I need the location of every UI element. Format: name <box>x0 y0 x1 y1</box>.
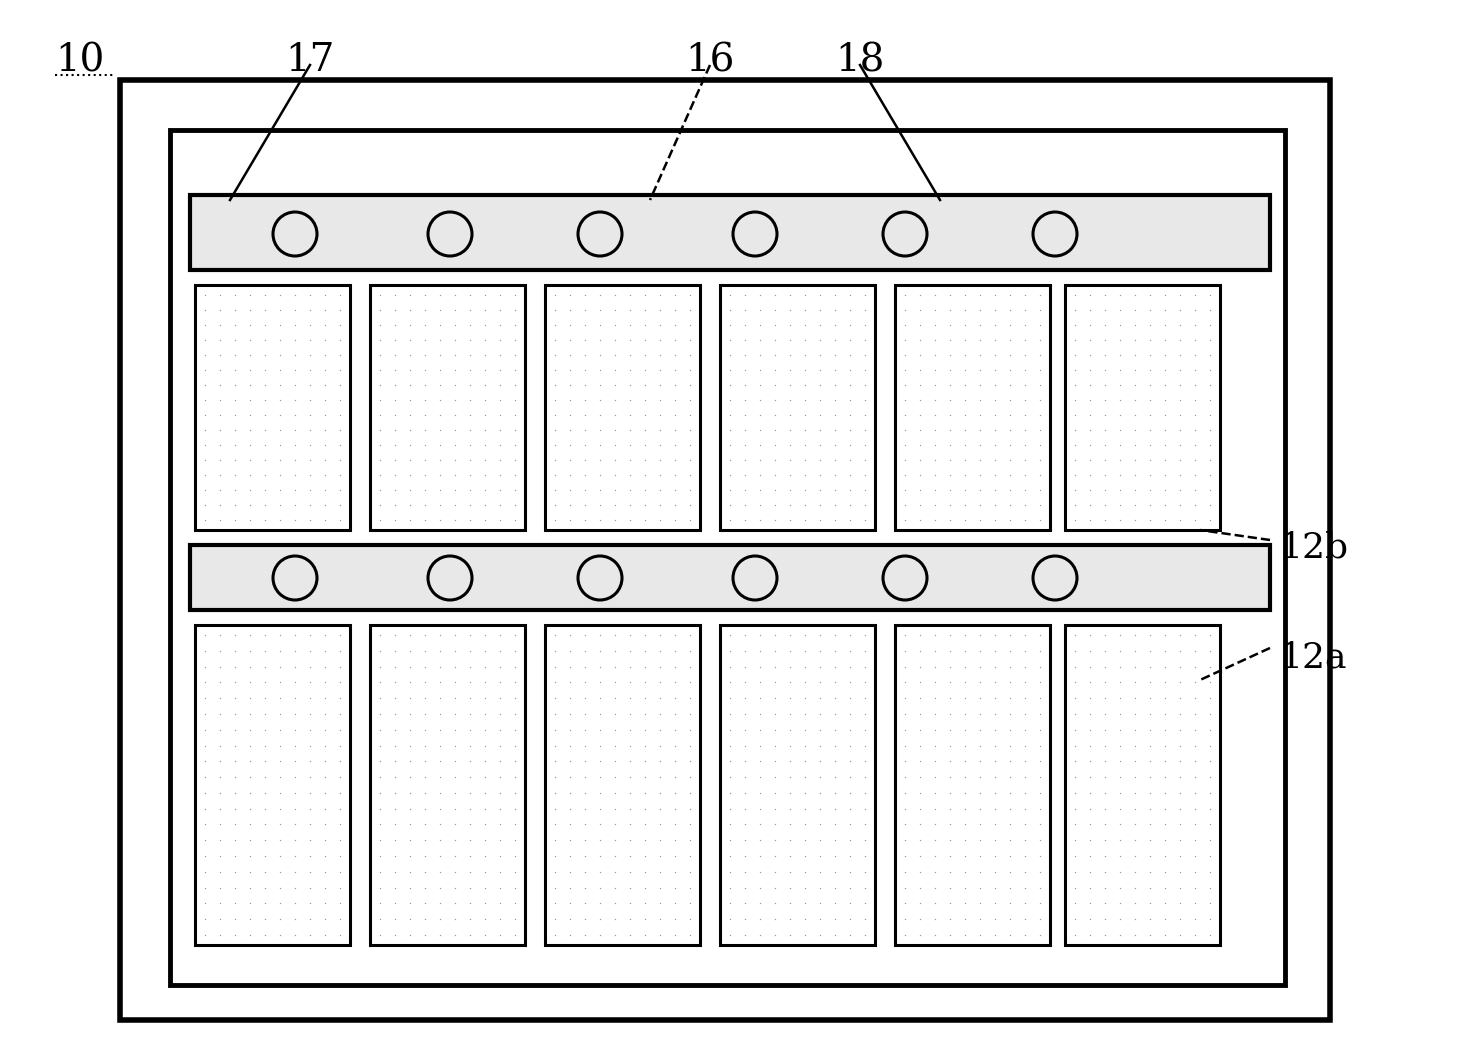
Text: 17: 17 <box>286 42 334 79</box>
Text: 10: 10 <box>55 42 105 79</box>
Bar <box>894 285 1050 530</box>
Bar <box>120 80 1331 1020</box>
Bar <box>719 285 875 530</box>
Text: 12a: 12a <box>1280 640 1348 674</box>
Bar <box>371 285 525 530</box>
Bar <box>190 195 1269 270</box>
Bar <box>719 625 875 945</box>
Bar <box>196 285 350 530</box>
Text: 18: 18 <box>836 42 884 79</box>
Text: 12b: 12b <box>1280 530 1350 564</box>
Bar <box>546 285 700 530</box>
Bar <box>196 625 350 945</box>
Bar <box>1065 625 1220 945</box>
Text: 16: 16 <box>686 42 735 79</box>
Bar <box>1065 285 1220 530</box>
Bar <box>894 625 1050 945</box>
Bar <box>546 625 700 945</box>
Bar <box>371 625 525 945</box>
Bar <box>190 545 1269 610</box>
Bar <box>171 130 1285 985</box>
